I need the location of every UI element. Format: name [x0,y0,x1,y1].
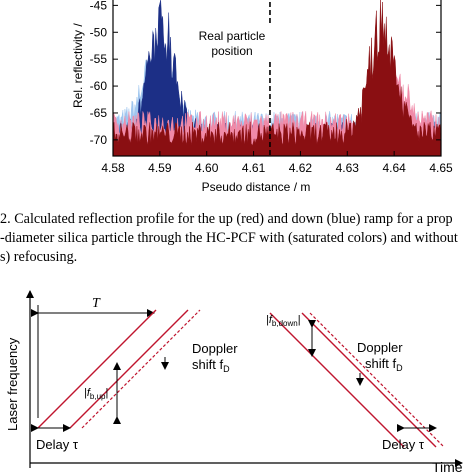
y-axis-label: Rel. reflectivity / [71,23,85,108]
doppler-right-shift: shift fD [365,356,403,373]
up-ramp-emitted [37,309,157,429]
x-tick-label: 4.65 [429,161,453,175]
fb-down-label: |fb,down| [266,314,301,328]
y-tick-label: -60 [90,79,108,93]
diagram-y-label: Laser frequency [5,337,20,431]
x-tick-label: 4.63 [336,161,360,175]
plot-frame [112,0,442,157]
diagram-x-label: Time [432,459,463,474]
caption-line3: s) refocusing. [0,249,78,265]
x-tick-label: 4.64 [382,161,406,175]
frequency-ramp-diagram: Laser frequency Time T |fb,up| Doppler s… [5,290,463,474]
y-tick-label: -65 [90,106,108,120]
delay-right-label: Delay τ [382,437,425,452]
y-tick-label: -55 [90,52,108,66]
up-ramp-received [69,309,189,429]
doppler-left-label: Doppler [192,341,238,356]
reflection-chart: 4.58 4.59 4.60 4.61 4.62 4.63 4.64 4.65 -45 -50 -5… [71,0,453,194]
down-ramp-emitted [269,312,405,448]
fb-up-label: |fb,up| [84,387,108,401]
x-tick-label: 4.62 [289,161,313,175]
y-tick-label: -70 [90,133,108,147]
down-ramp-received [301,312,437,448]
caption-line2: -diameter silica particle through the HC… [0,230,458,246]
figure-caption: 2. Calculated reflection profile for the… [0,210,474,267]
down-ramp-doppler [309,312,445,448]
chart-axes: 4.58 4.59 4.60 4.61 4.62 4.63 4.64 4.65 -45 -50 -5… [90,0,453,175]
doppler-right-label: Doppler [357,340,403,355]
y-tick-label: -50 [90,25,108,39]
period-label: T [92,296,101,311]
x-tick-label: 4.61 [242,161,266,175]
plot-area [112,0,442,157]
x-tick-label: 4.58 [101,161,125,175]
caption-line1: 2. Calculated reflection profile for the… [0,211,453,227]
y-tick-label: -45 [90,0,108,12]
annotation-line1: Real particle [199,29,266,43]
doppler-left-shift: shift fD [192,357,230,374]
series-3 [112,0,442,157]
annotation-line2: position [211,44,252,58]
delay-left-label: Delay τ [36,437,79,452]
x-axis-label: Pseudo distance / m [202,180,311,194]
x-tick-label: 4.60 [195,161,219,175]
x-tick-label: 4.59 [148,161,172,175]
up-ramp-doppler [81,309,201,429]
